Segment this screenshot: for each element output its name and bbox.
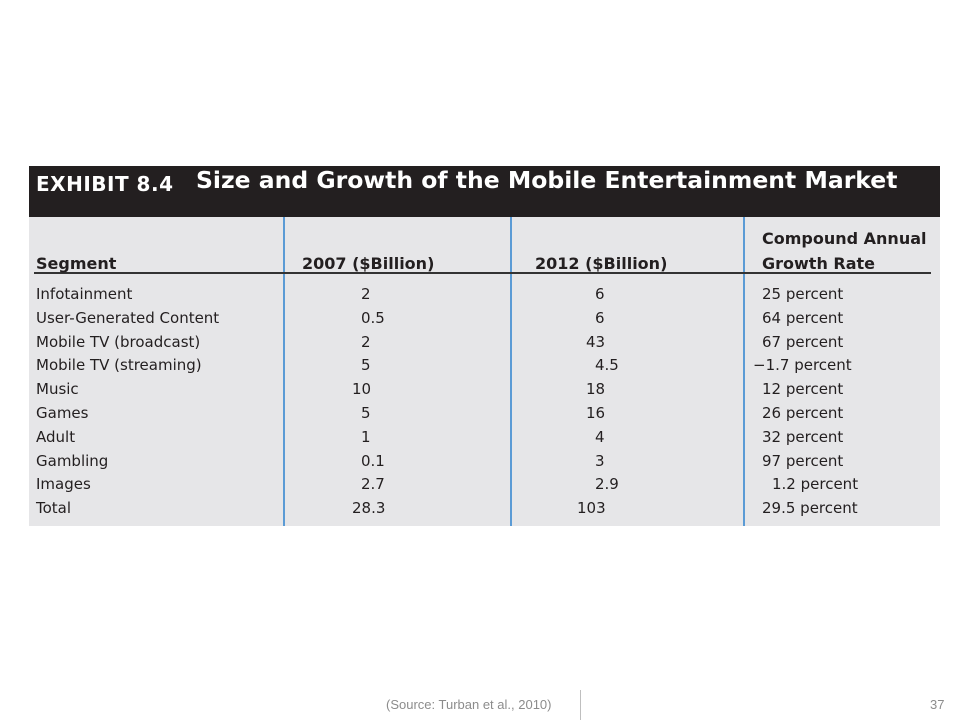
cell-growth: 64 percent <box>762 308 844 327</box>
cell-2007: 0.5 <box>361 308 385 327</box>
cell-growth: 67 percent <box>762 332 844 351</box>
cell-2012: 43 <box>586 332 606 351</box>
column-divider-1 <box>283 217 285 526</box>
cell-2007: 5 <box>361 356 371 375</box>
cell-2012: 3 <box>595 451 605 470</box>
source-citation: (Source: Turban et al., 2010) <box>386 697 552 712</box>
column-header-growth-line2: Growth Rate <box>762 254 876 273</box>
cell-segment: Adult <box>36 427 76 446</box>
exhibit-header: EXHIBIT 8.4 Size and Growth of the Mobil… <box>29 166 940 217</box>
cell-2007: 2 <box>361 285 371 303</box>
cell-segment: Total <box>36 499 72 518</box>
exhibit-title: Size and Growth of the Mobile Entertainm… <box>196 166 898 194</box>
cell-2007: 10 <box>352 380 372 399</box>
cell-segment: Images <box>36 475 91 494</box>
cell-growth: 1.2 percent <box>772 475 859 494</box>
cell-2012: 2.9 <box>595 475 619 494</box>
cell-2012: 4.5 <box>595 356 619 375</box>
cell-growth: 97 percent <box>762 451 844 470</box>
cell-2007: 28.3 <box>352 499 386 518</box>
cell-2012: 4 <box>595 427 605 446</box>
cell-2007: 2 <box>361 332 371 351</box>
cell-2012: 16 <box>586 404 606 422</box>
column-header-2012: 2012 ($Billion) <box>535 254 668 273</box>
cell-growth: 29.5 percent <box>762 499 858 518</box>
column-header-growth-line1: Compound Annual <box>762 229 927 248</box>
header-rule <box>34 272 931 274</box>
cell-growth: 26 percent <box>762 404 844 422</box>
cell-2012: 103 <box>577 499 606 518</box>
cell-growth: 32 percent <box>762 427 844 446</box>
cell-segment: Mobile TV (streaming) <box>36 356 202 375</box>
cell-2007: 0.1 <box>361 451 385 470</box>
cell-2007: 2.7 <box>361 475 385 494</box>
column-divider-2 <box>510 217 512 526</box>
cell-segment: User-Generated Content <box>36 308 220 327</box>
cell-2012: 6 <box>595 308 605 327</box>
cell-2007: 5 <box>361 404 371 422</box>
cell-segment: Mobile TV (broadcast) <box>36 332 201 351</box>
cell-2007: 1 <box>361 427 371 446</box>
column-header-segment: Segment <box>36 254 117 273</box>
page-number: 37 <box>930 697 945 712</box>
cell-2012: 6 <box>595 285 605 303</box>
column-divider-3 <box>743 217 745 526</box>
cell-2012: 18 <box>586 380 606 399</box>
cell-growth: 25 percent <box>762 285 844 303</box>
cell-segment: Infotainment <box>36 285 133 303</box>
cell-segment: Gambling <box>36 451 109 470</box>
cell-segment: Music <box>36 380 79 399</box>
exhibit-table: EXHIBIT 8.4 Size and Growth of the Mobil… <box>29 166 940 526</box>
cell-growth: −1.7 percent <box>753 356 852 375</box>
exhibit-label: EXHIBIT 8.4 <box>36 172 174 196</box>
footer-divider <box>580 690 581 720</box>
cell-segment: Games <box>36 404 89 422</box>
column-header-2007: 2007 ($Billion) <box>302 254 435 273</box>
cell-growth: 12 percent <box>762 380 844 399</box>
